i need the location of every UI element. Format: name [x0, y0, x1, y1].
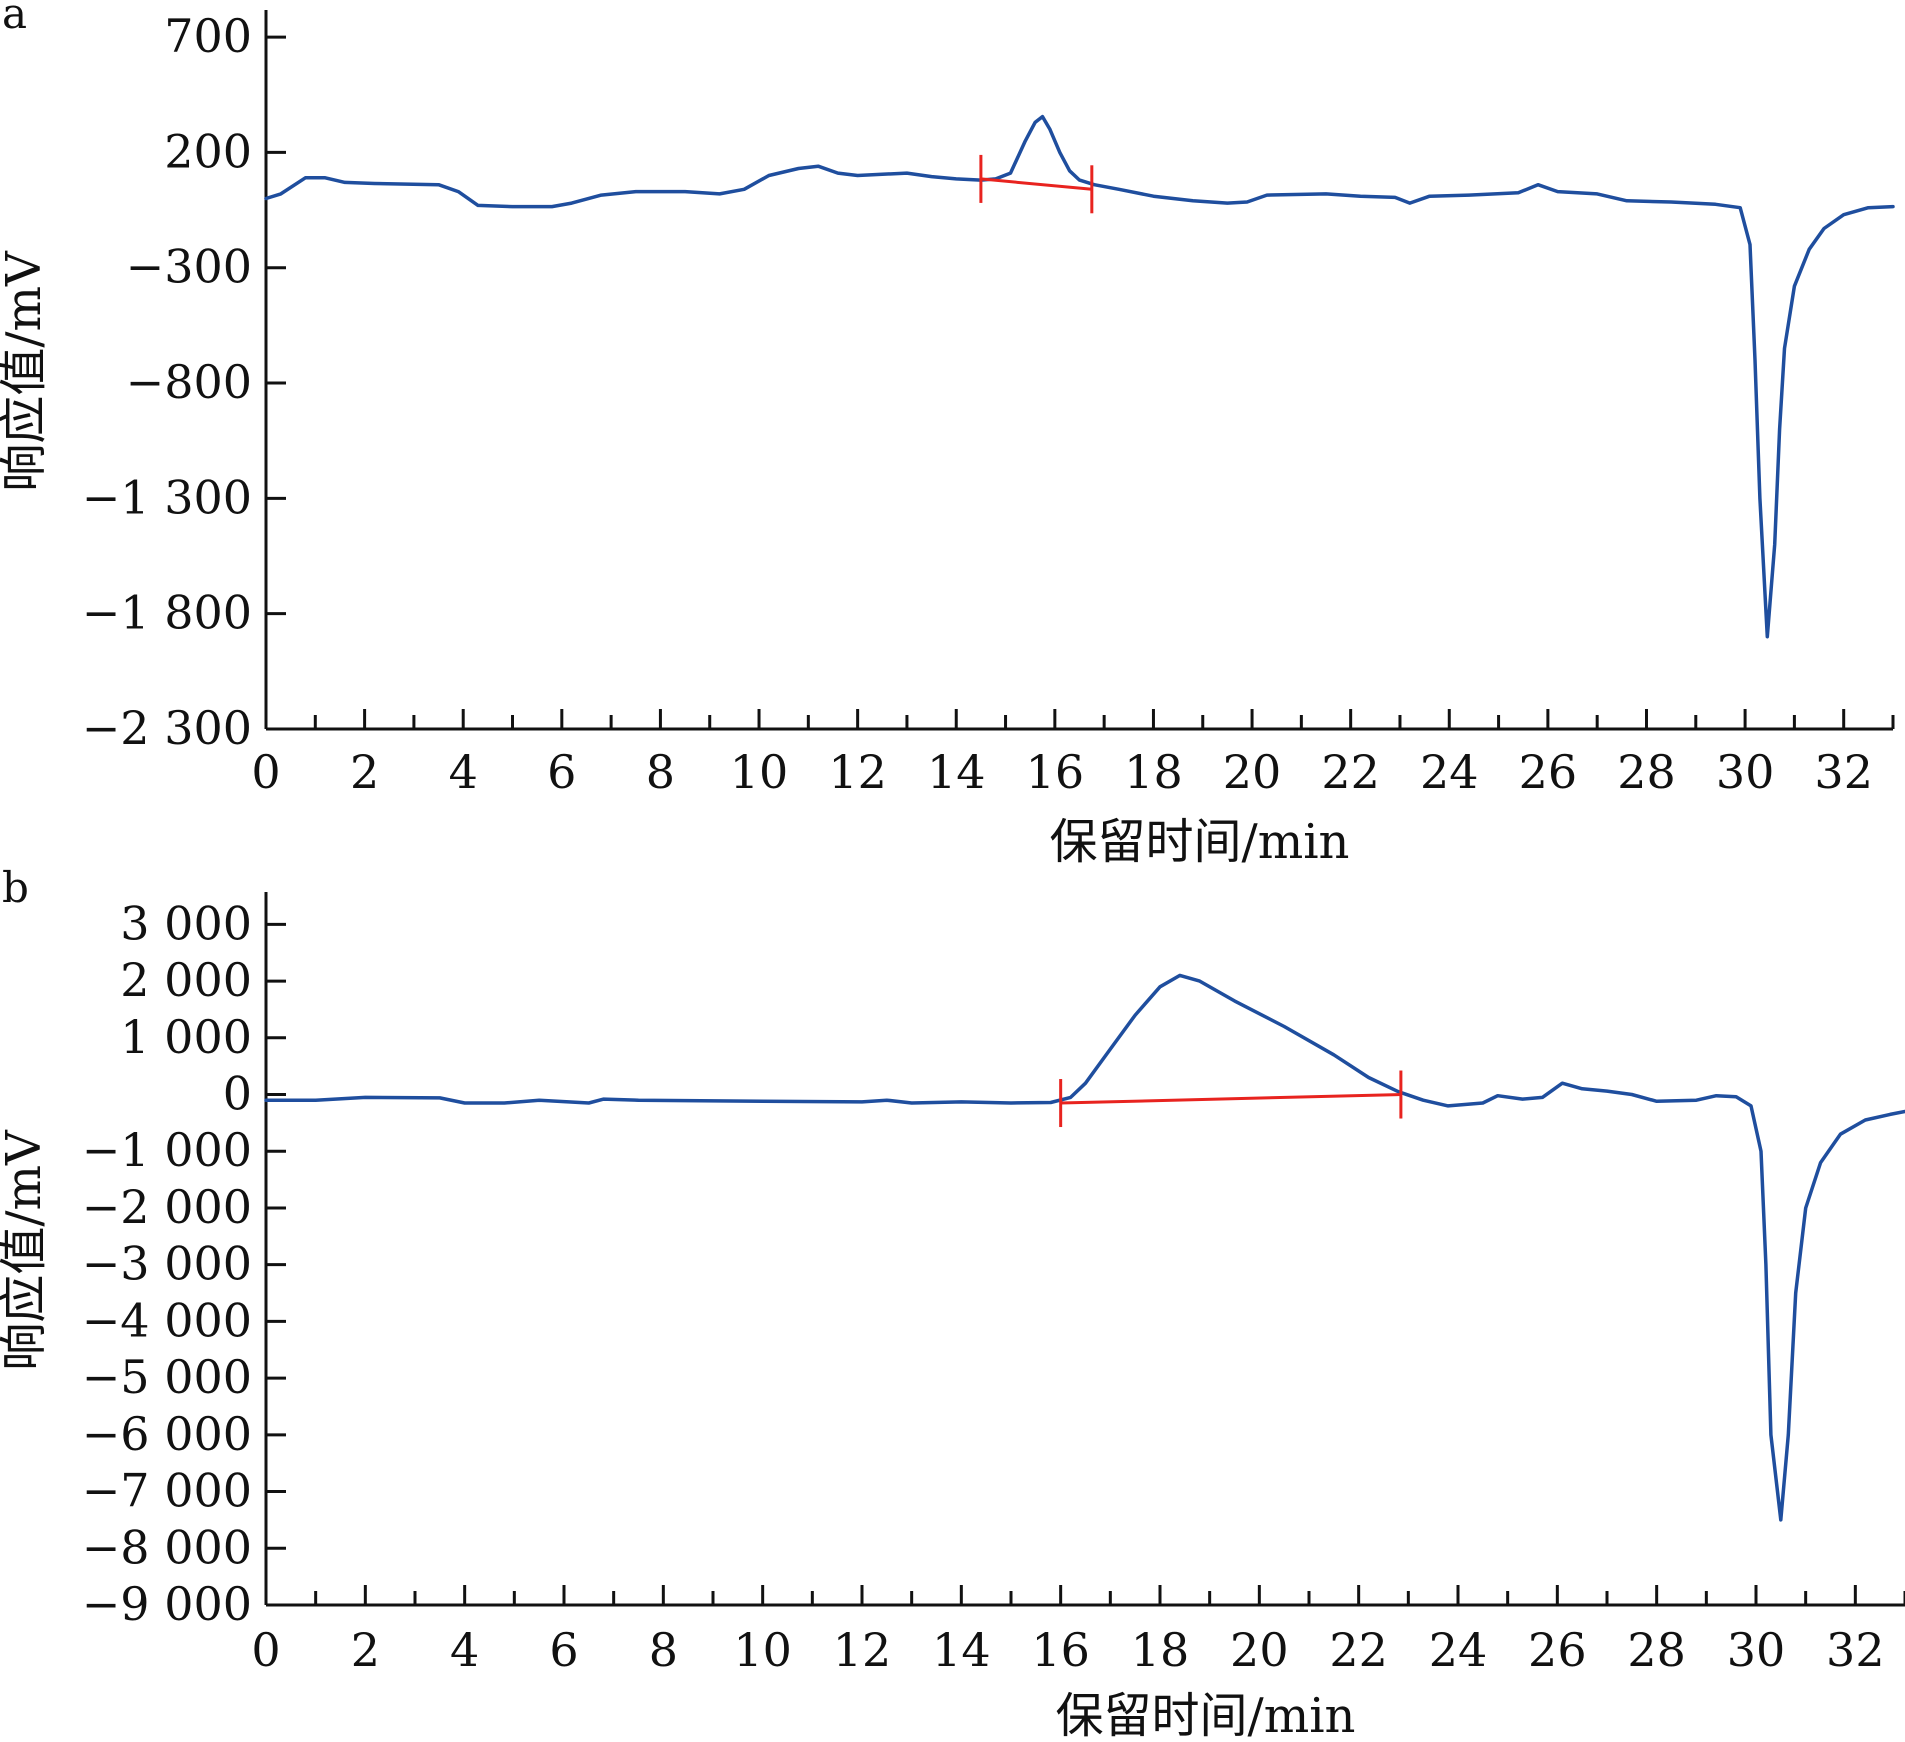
x-tick-label: 16 — [1031, 1623, 1090, 1677]
x-tick-label: 6 — [547, 745, 576, 799]
x-tick-label: 12 — [828, 745, 887, 799]
x-tick-label: 6 — [549, 1623, 578, 1677]
x-tick-label: 24 — [1420, 745, 1479, 799]
x-tick-label: 20 — [1223, 745, 1282, 799]
chart-panel-a: a0 2 4 6 8 10 12 14 16 18 20 22 24 26 28 30 32700200−300… — [0, 0, 1895, 870]
y-tick-label: −2 300 — [82, 701, 252, 755]
y-tick-label: 200 — [164, 124, 252, 178]
x-tick-label: 8 — [649, 1623, 678, 1677]
y-tick-label: −9 000 — [82, 1577, 252, 1631]
panel-letter: a — [2, 0, 27, 38]
x-tick-label: 2 — [351, 1623, 380, 1677]
y-tick-label: 2 000 — [120, 953, 252, 1007]
y-tick-label: −2 000 — [82, 1180, 252, 1234]
integration-baseline — [980, 177, 1092, 191]
x-tick-label: 10 — [730, 745, 789, 799]
y-tick-label: −6 000 — [82, 1407, 252, 1461]
y-tick-label: 0 — [223, 1067, 252, 1121]
x-tick-label: 14 — [927, 745, 986, 799]
x-tick-label: 4 — [449, 745, 478, 799]
integration-baseline — [1060, 1093, 1401, 1105]
x-tick-label: 24 — [1429, 1623, 1488, 1677]
chromatogram-trace — [264, 973, 1905, 1522]
y-tick-label: −300 — [126, 240, 252, 294]
x-tick-label: 32 — [1826, 1623, 1885, 1677]
x-tick-label: 20 — [1230, 1623, 1289, 1677]
x-tick-label: 14 — [932, 1623, 991, 1677]
x-axis-title: 保留时间/min — [1050, 814, 1350, 870]
y-tick-label: −1 000 — [82, 1123, 252, 1177]
x-axis-title: 保留时间/min — [1056, 1688, 1356, 1742]
x-tick-label: 0 — [251, 1623, 280, 1677]
x-tick-label: 32 — [1814, 745, 1873, 799]
y-tick-label: −1 300 — [82, 470, 252, 524]
y-tick-label: 700 — [164, 9, 252, 63]
y-tick-label: −3 000 — [82, 1237, 252, 1291]
chromatogram-trace — [264, 114, 1895, 639]
x-tick-label: 8 — [646, 745, 675, 799]
y-tick-label: −8 000 — [82, 1520, 252, 1574]
x-tick-label: 12 — [833, 1623, 892, 1677]
x-tick-label: 10 — [733, 1623, 792, 1677]
y-axis-title: 响应值/mV — [0, 1129, 52, 1371]
y-axis-title: 响应值/mV — [0, 250, 52, 492]
y-tick-label: −4 000 — [82, 1293, 252, 1347]
y-tick-label: 1 000 — [120, 1010, 252, 1064]
x-tick-label: 26 — [1519, 745, 1578, 799]
x-tick-label: 0 — [251, 745, 280, 799]
x-tick-label: 28 — [1627, 1623, 1686, 1677]
x-tick-label: 4 — [450, 1623, 479, 1677]
y-tick-label: −800 — [126, 355, 252, 409]
x-tick-label: 16 — [1026, 745, 1085, 799]
y-tick-label: −5 000 — [82, 1350, 252, 1404]
x-tick-label: 28 — [1617, 745, 1676, 799]
y-tick-label: −1 800 — [82, 586, 252, 640]
x-tick-label: 22 — [1321, 745, 1380, 799]
x-tick-label: 18 — [1124, 745, 1183, 799]
y-tick-label: −7 000 — [82, 1464, 252, 1518]
y-tick-label: 3 000 — [120, 896, 252, 950]
x-tick-label: 30 — [1727, 1623, 1786, 1677]
panel-letter: b — [2, 863, 29, 912]
x-tick-label: 2 — [350, 745, 379, 799]
x-tick-label: 30 — [1716, 745, 1775, 799]
x-tick-label: 18 — [1131, 1623, 1190, 1677]
x-tick-label: 22 — [1329, 1623, 1388, 1677]
x-tick-label: 26 — [1528, 1623, 1587, 1677]
